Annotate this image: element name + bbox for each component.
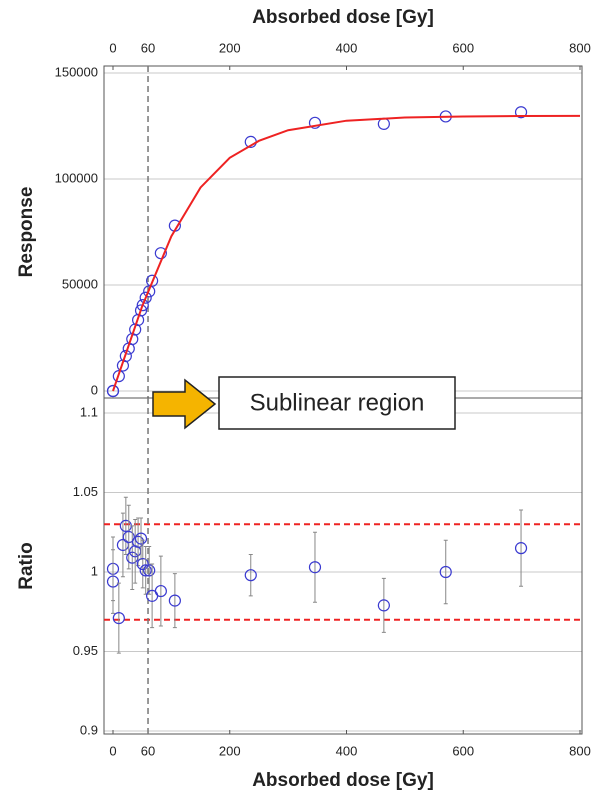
error-bar <box>130 525 135 590</box>
annotation-box <box>218 376 456 430</box>
plot-frame <box>103 397 583 735</box>
data-point <box>112 612 125 625</box>
error-bar <box>248 554 253 597</box>
data-point <box>132 535 145 548</box>
data-point <box>136 557 149 571</box>
error-bar <box>147 546 152 595</box>
y-tick-label: 0.95 <box>73 643 98 658</box>
data-point <box>134 304 148 317</box>
data-point <box>134 532 148 545</box>
y-tick-label: 1 <box>91 563 98 578</box>
error-bar <box>519 509 524 587</box>
data-point <box>119 349 132 363</box>
x-tick-label: 800 <box>569 743 591 758</box>
data-point <box>122 530 135 544</box>
data-point <box>514 106 528 119</box>
data-point <box>106 575 120 588</box>
fit-line <box>112 114 581 392</box>
data-point <box>112 370 125 383</box>
x-tick-label: 400 <box>336 743 358 758</box>
x-tick-label: 60 <box>141 40 155 55</box>
data-point <box>514 542 528 555</box>
data-point <box>168 594 181 607</box>
error-bar <box>120 512 125 578</box>
error-bar <box>381 577 386 633</box>
data-point <box>308 561 322 574</box>
y-tick-label: 50000 <box>62 276 98 291</box>
y-axis-title: Response <box>16 187 37 278</box>
panel: 0 50000 100000 150000 0 60 200 400 600 800 Absorbe… <box>16 7 591 399</box>
error-bar <box>133 519 138 584</box>
error-bar <box>116 582 121 654</box>
x-axis-title: Absorbed dose [Gy] <box>252 7 434 28</box>
error-bar <box>312 531 317 603</box>
data-point <box>136 299 149 312</box>
data-point <box>139 291 152 304</box>
error-bar <box>172 573 177 629</box>
error-bar <box>111 549 115 614</box>
x-tick-label: 600 <box>452 40 474 55</box>
data-point <box>154 584 167 598</box>
x-tick-label: 0 <box>109 40 116 55</box>
x-tick-label: 200 <box>219 40 241 55</box>
y-tick-label: 0.9 <box>80 722 98 737</box>
y-tick-label: 0 <box>91 382 98 397</box>
x-tick-label: 200 <box>219 743 241 758</box>
y-axis-title: Ratio <box>16 542 37 590</box>
error-bar <box>140 539 145 589</box>
panel: 0.9 0.95 1 1.05 1.1 0 60 200 400 600 800 Absorbed d… <box>16 397 591 791</box>
arrow <box>152 378 217 430</box>
y-tick-label: 1.05 <box>73 484 98 499</box>
data-point <box>143 564 156 577</box>
y-tick-label: 150000 <box>55 64 98 79</box>
x-tick-label: 60 <box>141 743 155 758</box>
x-axis-title: Absorbed dose [Gy] <box>252 770 434 791</box>
error-bar <box>443 539 448 605</box>
error-bar <box>123 496 128 556</box>
x-tick-label: 800 <box>569 40 591 55</box>
x-tick-label: 400 <box>336 40 358 55</box>
data-point <box>377 117 390 130</box>
data-point <box>106 384 120 398</box>
data-point <box>139 564 152 577</box>
data-point <box>377 599 390 612</box>
x-tick-label: 0 <box>109 743 116 758</box>
data-point <box>146 274 159 287</box>
data-point <box>244 569 257 582</box>
y-tick-label: 100000 <box>55 170 98 185</box>
annotation: Sublinear region <box>250 389 425 416</box>
y-tick-label: 1.1 <box>80 404 98 419</box>
data-point <box>308 116 322 129</box>
x-tick-label: 600 <box>452 743 474 758</box>
data-point <box>154 247 167 260</box>
error-bar <box>158 555 163 627</box>
error-bar <box>126 504 131 570</box>
error-bar <box>150 563 155 629</box>
data-point <box>439 565 452 579</box>
